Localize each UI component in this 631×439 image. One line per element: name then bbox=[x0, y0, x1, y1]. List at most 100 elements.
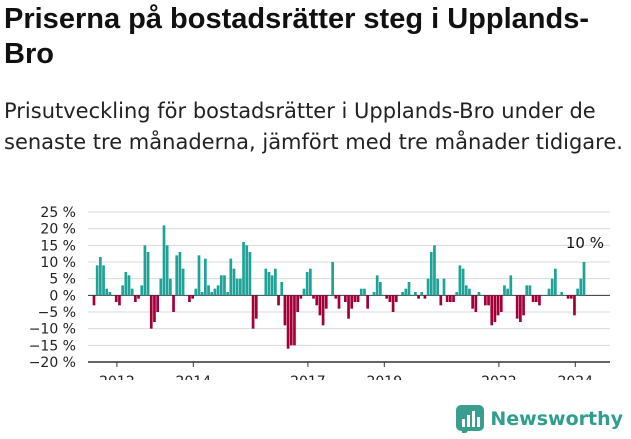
bar bbox=[309, 268, 312, 296]
bar bbox=[235, 278, 239, 296]
bar bbox=[289, 295, 293, 346]
bar bbox=[439, 295, 443, 306]
bar bbox=[522, 295, 525, 316]
bar bbox=[111, 295, 115, 296]
bar bbox=[429, 252, 433, 296]
bar bbox=[353, 295, 357, 302]
bar-chart: −20 %−15 %−10 %−5 %0 %5 %10 %15 %20 %25 … bbox=[29, 205, 610, 380]
bar bbox=[162, 225, 166, 296]
bar bbox=[296, 295, 299, 312]
bar bbox=[312, 295, 315, 299]
bar bbox=[458, 265, 462, 296]
bar bbox=[541, 295, 544, 296]
y-tick-label: 20 % bbox=[40, 222, 76, 238]
bar bbox=[455, 292, 459, 296]
bar bbox=[114, 295, 118, 302]
bar bbox=[350, 295, 354, 309]
bar bbox=[550, 278, 554, 296]
bar bbox=[582, 262, 586, 296]
bar bbox=[188, 295, 191, 302]
x-tick-label: 2017 bbox=[290, 374, 326, 380]
bar bbox=[477, 292, 481, 296]
bar bbox=[223, 275, 226, 296]
bar bbox=[538, 295, 541, 306]
bar bbox=[423, 295, 427, 299]
x-tick-label: 2024 bbox=[557, 374, 593, 380]
bar bbox=[108, 292, 112, 296]
bar bbox=[382, 295, 385, 296]
chart-subtitle: Prisutveckling för bostadsrätter i Uppla… bbox=[4, 99, 623, 154]
bar bbox=[442, 278, 446, 296]
bar bbox=[388, 295, 392, 302]
bar bbox=[248, 252, 252, 296]
bar bbox=[554, 268, 557, 296]
bar bbox=[369, 295, 373, 296]
bar bbox=[499, 295, 503, 312]
bar bbox=[366, 295, 369, 309]
bar bbox=[576, 288, 579, 296]
bar bbox=[258, 295, 261, 296]
bar bbox=[254, 295, 258, 319]
bar bbox=[140, 285, 144, 296]
bar bbox=[127, 275, 131, 296]
bar bbox=[92, 295, 96, 306]
y-tick-label: 10 % bbox=[40, 255, 76, 271]
bar bbox=[194, 288, 198, 296]
bar bbox=[334, 295, 338, 299]
bar bbox=[503, 285, 506, 296]
bar bbox=[175, 255, 179, 296]
bar bbox=[560, 292, 564, 296]
bar bbox=[445, 295, 449, 302]
bar bbox=[210, 292, 214, 296]
bar bbox=[299, 295, 303, 299]
bar bbox=[321, 295, 325, 326]
y-tick-label: −15 % bbox=[29, 338, 76, 354]
bar bbox=[385, 295, 389, 299]
bar bbox=[519, 295, 522, 322]
bar bbox=[267, 272, 271, 296]
y-tick-label: 15 % bbox=[40, 238, 76, 254]
x-tick-label: 2012 bbox=[99, 374, 135, 380]
brand-name: Newsworthy bbox=[490, 408, 623, 430]
bar bbox=[143, 245, 147, 296]
bar bbox=[172, 295, 175, 312]
bar bbox=[251, 295, 255, 329]
last-value-label: 10 % bbox=[566, 234, 604, 252]
bar bbox=[146, 252, 150, 296]
bar bbox=[573, 295, 576, 316]
y-tick-label: 0 % bbox=[49, 288, 76, 304]
bar bbox=[391, 295, 395, 312]
bar bbox=[557, 295, 560, 296]
bar bbox=[449, 295, 452, 302]
bar bbox=[156, 295, 159, 312]
bar bbox=[331, 262, 334, 296]
bar bbox=[474, 295, 478, 312]
bar bbox=[118, 295, 121, 306]
bar bbox=[191, 295, 194, 299]
bar bbox=[102, 265, 105, 296]
bar bbox=[197, 255, 201, 296]
bar bbox=[318, 295, 322, 316]
bar bbox=[398, 295, 401, 296]
bar bbox=[200, 292, 204, 296]
bar bbox=[232, 268, 236, 296]
bar bbox=[124, 272, 128, 296]
bar bbox=[401, 292, 404, 296]
y-tick-label: −5 % bbox=[38, 305, 76, 321]
bar bbox=[340, 295, 344, 296]
bar bbox=[375, 275, 379, 296]
bar bbox=[324, 295, 328, 309]
bar bbox=[436, 278, 439, 296]
bar bbox=[531, 295, 535, 302]
bar bbox=[394, 295, 398, 302]
bar bbox=[305, 272, 309, 296]
bar bbox=[165, 245, 169, 296]
bar bbox=[414, 292, 417, 296]
bar bbox=[433, 245, 436, 296]
bar bbox=[528, 285, 532, 296]
bar bbox=[480, 295, 484, 296]
bar bbox=[169, 278, 172, 296]
bar bbox=[525, 285, 529, 296]
bar bbox=[534, 295, 538, 302]
bar bbox=[216, 285, 220, 296]
